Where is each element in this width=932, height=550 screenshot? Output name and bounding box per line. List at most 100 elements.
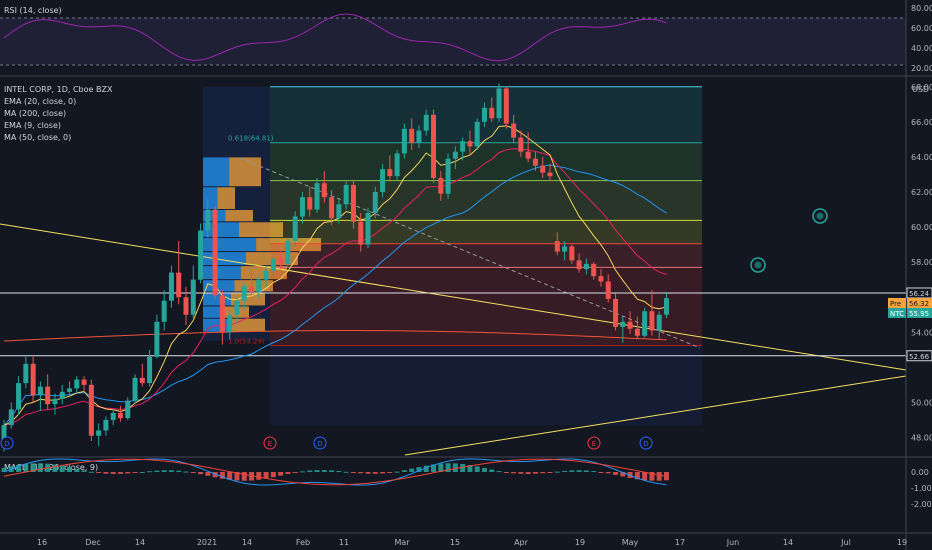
candle-body[interactable] [547,172,553,177]
candle-body[interactable] [525,151,531,159]
event-marker[interactable]: D [313,436,327,450]
alert-marker-1[interactable] [812,208,828,224]
candle-body[interactable] [532,158,538,166]
candle-body[interactable] [205,209,211,231]
candle-body[interactable] [256,279,262,292]
candle-body[interactable] [263,270,269,280]
candle-body[interactable] [620,321,626,327]
candle-body[interactable] [489,107,495,119]
candle-body[interactable] [438,177,444,194]
candle-body[interactable] [110,412,116,420]
candle-body[interactable] [139,377,145,384]
candle-body[interactable] [67,388,73,392]
candle-body[interactable] [30,363,36,396]
candle-body[interactable] [365,213,371,245]
candle-body[interactable] [183,297,189,315]
candle-body[interactable] [74,379,80,389]
candle-body[interactable] [176,272,182,298]
candle-body[interactable] [518,137,524,152]
candle-body[interactable] [59,391,65,399]
candle-body[interactable] [656,314,662,331]
candle-body[interactable] [270,258,276,271]
candle-body[interactable] [37,386,43,396]
event-marker[interactable]: D [0,436,14,450]
candle-body[interactable] [627,321,633,329]
candle-body[interactable] [554,241,560,252]
candle-body[interactable] [147,356,153,384]
candle-body[interactable] [452,151,458,159]
candle-body[interactable] [227,314,233,333]
candle-body[interactable] [52,398,58,405]
candle-body[interactable] [343,184,349,205]
candle-body[interactable] [278,258,284,264]
candle-body[interactable] [321,183,327,198]
candle-body[interactable] [467,141,473,147]
candle-body[interactable] [569,246,575,261]
candle-body[interactable] [329,197,335,219]
candle-body[interactable] [642,311,648,336]
candle-body[interactable] [234,300,240,315]
candle-body[interactable] [96,430,102,436]
candle-body[interactable] [613,298,619,327]
candle-body[interactable] [431,114,437,178]
candle-body[interactable] [154,321,160,357]
candle-body[interactable] [474,121,480,147]
candle-body[interactable] [380,169,386,192]
candle-body[interactable] [394,153,400,177]
candle-body[interactable] [350,184,356,222]
candle-body[interactable] [249,286,255,292]
candle-body[interactable] [292,216,298,242]
candle-body[interactable] [103,419,109,431]
candle-body[interactable] [634,328,640,336]
candle-body[interactable] [372,191,378,214]
candle-body[interactable] [1,425,7,447]
candle-body[interactable] [212,209,218,296]
candle-body[interactable] [198,230,204,280]
candle-body[interactable] [598,276,604,282]
candle-body[interactable] [649,311,655,331]
candle-body[interactable] [81,379,87,385]
event-marker[interactable]: D [639,436,653,450]
candle-body[interactable] [460,141,466,152]
event-marker[interactable]: E [587,436,601,450]
candle-body[interactable] [540,165,546,173]
candle-body[interactable] [161,300,167,322]
event-marker[interactable]: E [263,436,277,450]
candlestick-series[interactable] [1,83,669,452]
candle-body[interactable] [241,286,247,301]
candle-body[interactable] [117,412,123,419]
candle-body[interactable] [576,260,582,270]
candle-body[interactable] [336,204,342,219]
candle-body[interactable] [663,298,669,315]
candle-body[interactable] [88,384,94,436]
candle-body[interactable] [190,279,196,315]
candle-body[interactable] [387,169,393,177]
candle-body[interactable] [132,377,138,401]
candle-body[interactable] [8,409,14,426]
candle-body[interactable] [445,158,451,194]
candle-body[interactable] [416,130,422,143]
candle-body[interactable] [168,272,174,301]
candle-body[interactable] [562,246,568,252]
candle-body[interactable] [23,363,29,384]
candle-body[interactable] [605,281,611,299]
candle-body[interactable] [219,295,225,333]
candle-body[interactable] [299,197,305,217]
candle-body[interactable] [16,383,22,410]
candle-body[interactable] [45,386,51,405]
candle-body[interactable] [358,221,364,245]
candle-body[interactable] [409,128,415,143]
candle-body[interactable] [496,88,502,119]
candle-body[interactable] [314,183,320,210]
candle-body[interactable] [591,263,597,277]
alert-marker-2[interactable] [750,257,766,273]
candle-body[interactable] [511,123,517,138]
candle-body[interactable] [401,128,407,154]
candle-body[interactable] [307,197,313,210]
candle-body[interactable] [423,114,429,131]
candle-body[interactable] [481,107,487,122]
candle-body[interactable] [285,241,291,264]
candle-body[interactable] [583,263,589,270]
